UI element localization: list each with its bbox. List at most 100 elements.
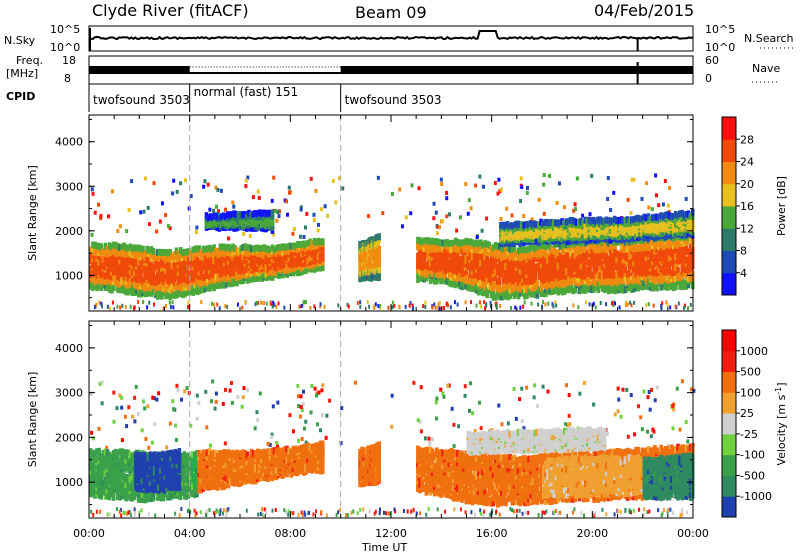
range-cell <box>604 246 609 254</box>
range-cell <box>596 246 601 254</box>
range-cell <box>619 250 624 258</box>
range-cell <box>638 277 643 285</box>
range-cell <box>594 241 599 249</box>
range-cell <box>487 258 492 266</box>
range-cell <box>657 261 661 269</box>
range-cell <box>644 281 649 289</box>
scatter-point <box>246 175 250 180</box>
range-cell <box>476 284 481 292</box>
range-cell <box>428 253 433 261</box>
range-cell <box>627 273 632 281</box>
range-cell <box>91 255 95 263</box>
scatter-point <box>655 193 659 198</box>
range-cell <box>632 263 636 271</box>
range-cell <box>600 251 605 259</box>
range-cell <box>160 248 164 256</box>
range-cell <box>164 286 168 294</box>
range-cell <box>665 241 670 249</box>
range-cell <box>558 258 563 266</box>
range-cell <box>504 271 508 279</box>
range-cell <box>176 288 181 296</box>
range-cell <box>107 264 112 272</box>
range-cell <box>274 250 279 258</box>
range-cell <box>521 258 525 266</box>
range-cell <box>178 262 183 270</box>
range-cell <box>602 282 607 290</box>
range-cell <box>598 265 603 273</box>
range-cell <box>680 237 685 245</box>
range-cell <box>137 265 141 273</box>
range-cell <box>529 263 534 271</box>
range-cell <box>95 284 99 292</box>
range-cell <box>573 264 578 272</box>
range-cell <box>646 259 651 267</box>
range-cell <box>514 282 519 290</box>
range-cell <box>170 262 175 270</box>
range-cell <box>320 249 325 257</box>
range-cell <box>464 256 468 264</box>
range-cell <box>249 257 254 265</box>
range-cell <box>237 247 241 255</box>
range-cell <box>197 273 202 281</box>
range-cell <box>575 278 580 286</box>
range-cell <box>609 259 613 267</box>
range-cell <box>630 285 634 293</box>
range-cell <box>600 238 605 246</box>
range-cell <box>216 274 221 282</box>
range-cell <box>594 283 599 291</box>
range-cell <box>663 280 668 288</box>
range-cell <box>199 257 204 265</box>
range-cell <box>174 247 179 255</box>
range-cell <box>493 242 498 250</box>
range-cell <box>130 258 135 266</box>
range-cell <box>667 282 672 290</box>
range-cell <box>266 245 271 253</box>
range-cell <box>529 281 534 289</box>
range-cell <box>592 268 596 276</box>
range-cell <box>105 282 110 290</box>
range-cell <box>253 209 258 217</box>
range-cell <box>529 244 534 252</box>
range-cell <box>160 289 164 297</box>
scatter-point <box>440 182 444 187</box>
range-cell <box>437 238 441 246</box>
range-cell <box>646 243 651 251</box>
range-cell <box>531 288 536 296</box>
range-cell <box>468 249 473 257</box>
range-cell <box>525 246 529 254</box>
range-cell <box>497 270 502 278</box>
range-cell <box>592 249 596 257</box>
range-cell <box>420 259 424 267</box>
range-cell <box>627 269 632 277</box>
range-cell <box>274 245 279 253</box>
range-cell <box>145 267 150 275</box>
range-cell <box>174 291 179 299</box>
range-cell <box>141 245 145 253</box>
range-cell <box>527 256 531 264</box>
range-cell <box>153 274 158 282</box>
range-cell <box>203 264 208 272</box>
range-cell <box>178 252 183 260</box>
range-cell <box>137 269 141 277</box>
range-cell <box>579 239 584 247</box>
range-cell <box>661 277 666 285</box>
range-cell <box>678 282 682 290</box>
range-cell <box>212 244 216 252</box>
range-cell <box>201 245 206 253</box>
scatter-point <box>466 211 470 216</box>
range-cell <box>579 269 584 277</box>
range-cell <box>210 268 214 276</box>
range-cell <box>183 274 187 282</box>
range-cell <box>114 273 118 281</box>
range-cell <box>659 254 664 262</box>
range-cell <box>579 261 584 269</box>
range-cell <box>510 246 515 254</box>
range-cell <box>430 237 435 245</box>
range-cell <box>684 279 689 287</box>
range-cell <box>266 254 271 262</box>
range-cell <box>151 247 156 255</box>
range-cell <box>567 252 571 260</box>
range-cell <box>206 283 210 291</box>
range-cell <box>229 280 233 288</box>
range-cell <box>611 271 615 279</box>
